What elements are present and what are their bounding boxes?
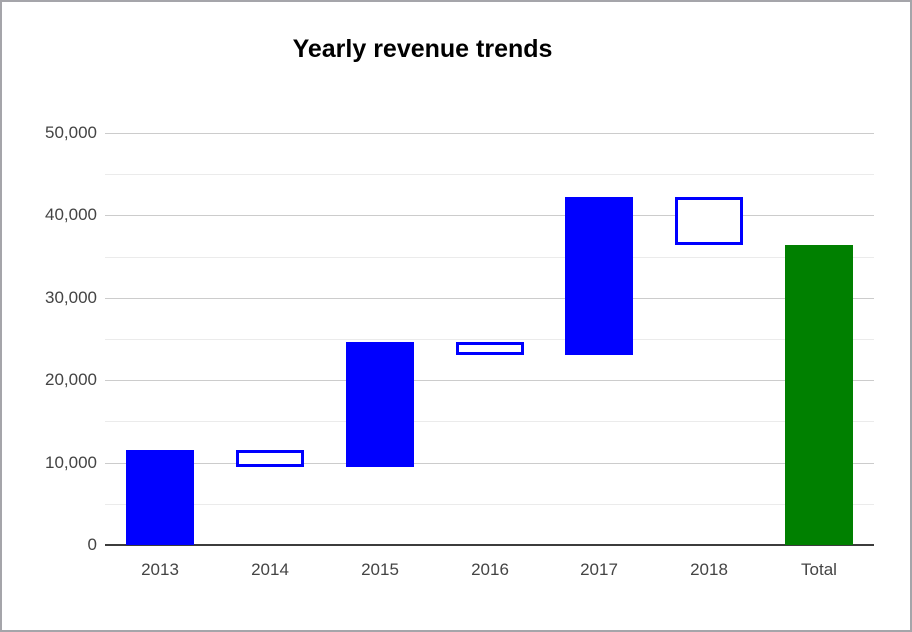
x-axis-label-2014: 2014: [251, 560, 289, 579]
bar-2017[interactable]: [565, 197, 633, 355]
bar-2014[interactable]: [236, 450, 304, 467]
bar-2018[interactable]: [675, 197, 743, 245]
y-axis-tick-label-30000: 30,000: [45, 287, 97, 307]
major-gridline-40000: [105, 215, 874, 216]
chart-title: Yearly revenue trends: [292, 35, 553, 63]
x-axis-label-2018: 2018: [690, 560, 728, 579]
major-gridline-50000: [105, 133, 874, 134]
minor-gridline-25000: [105, 339, 874, 340]
x-axis-label-2016: 2016: [471, 560, 509, 579]
x-axis-label-total: Total: [801, 560, 837, 579]
major-gridline-30000: [105, 298, 874, 299]
minor-gridline-5000: [105, 504, 874, 505]
major-gridline-20000: [105, 380, 874, 381]
minor-gridline-15000: [105, 421, 874, 422]
y-axis-tick-label-50000: 50,000: [45, 123, 97, 142]
x-axis-label-2013: 2013: [141, 560, 179, 579]
x-axis-baseline: [105, 544, 874, 546]
bar-total[interactable]: [785, 245, 853, 545]
bar-2013[interactable]: [126, 450, 194, 545]
major-gridline-10000: [105, 463, 874, 464]
bar-2015[interactable]: [346, 342, 414, 467]
x-axis-label-2015: 2015: [361, 560, 399, 579]
minor-gridline-35000: [105, 257, 874, 258]
minor-gridline-45000: [105, 174, 874, 175]
x-axis-label-2017: 2017: [580, 560, 618, 579]
y-axis-tick-label-20000: 20,000: [45, 370, 97, 390]
y-axis-tick-label-40000: 40,000: [45, 205, 97, 225]
y-axis-tick-label-10000: 10,000: [45, 452, 97, 472]
bar-2016[interactable]: [456, 342, 524, 355]
y-axis-tick-label-0: 0: [87, 535, 97, 554]
